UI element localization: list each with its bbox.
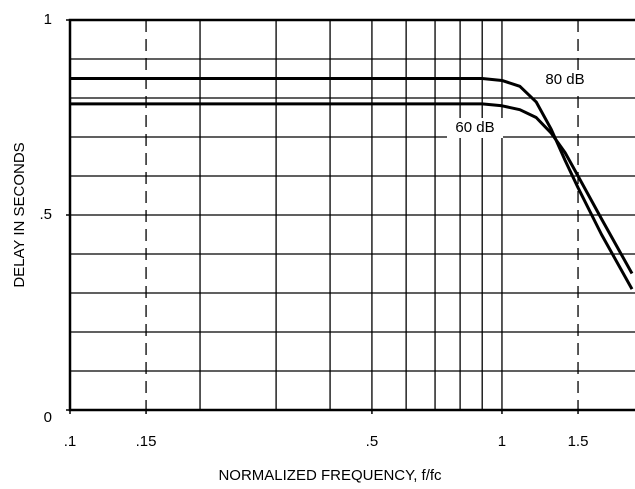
x-tick-label: .15: [136, 433, 157, 450]
y-tick-label: .5: [39, 206, 52, 223]
y-tick-label: 0: [44, 409, 52, 426]
x-tick-label: 1.5: [568, 433, 589, 450]
x-axis-label: NORMALIZED FREQUENCY, f/fc: [218, 467, 442, 484]
line-series: [70, 102, 634, 275]
y-tick-label: 1: [44, 11, 52, 28]
label-bg: [447, 118, 503, 138]
label-bg: [537, 70, 593, 90]
y-axis-label: DELAY IN SECONDS: [11, 142, 28, 287]
line-series: [70, 77, 634, 290]
x-tick-label: .1: [64, 433, 77, 450]
series-label: 80 dB: [545, 71, 584, 88]
x-tick-label: 1: [498, 433, 506, 450]
x-tick-label: .5: [366, 433, 379, 450]
series-label: 60 dB: [455, 119, 494, 136]
